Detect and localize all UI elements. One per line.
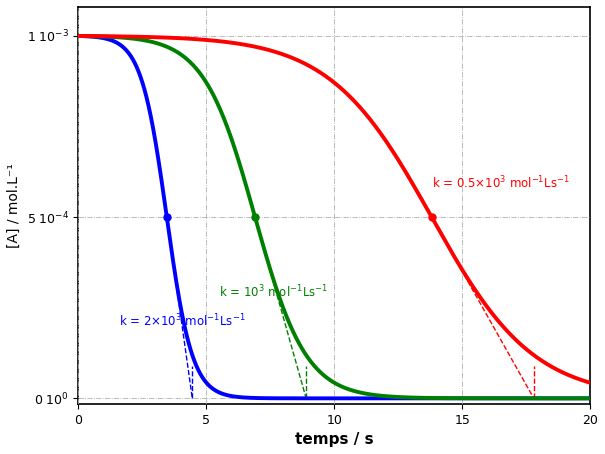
Text: k = 0.5×10$^3$ mol$^{-1}$Ls$^{-1}$: k = 0.5×10$^3$ mol$^{-1}$Ls$^{-1}$ xyxy=(431,174,569,191)
Y-axis label: [A] / mol.L⁻¹: [A] / mol.L⁻¹ xyxy=(7,163,21,248)
Text: k = 2×10$^3$ mol$^{-1}$Ls$^{-1}$: k = 2×10$^3$ mol$^{-1}$Ls$^{-1}$ xyxy=(119,312,246,329)
Text: k = 10$^3$ mol$^{-1}$Ls$^{-1}$: k = 10$^3$ mol$^{-1}$Ls$^{-1}$ xyxy=(219,283,329,300)
X-axis label: temps / s: temps / s xyxy=(295,432,374,447)
